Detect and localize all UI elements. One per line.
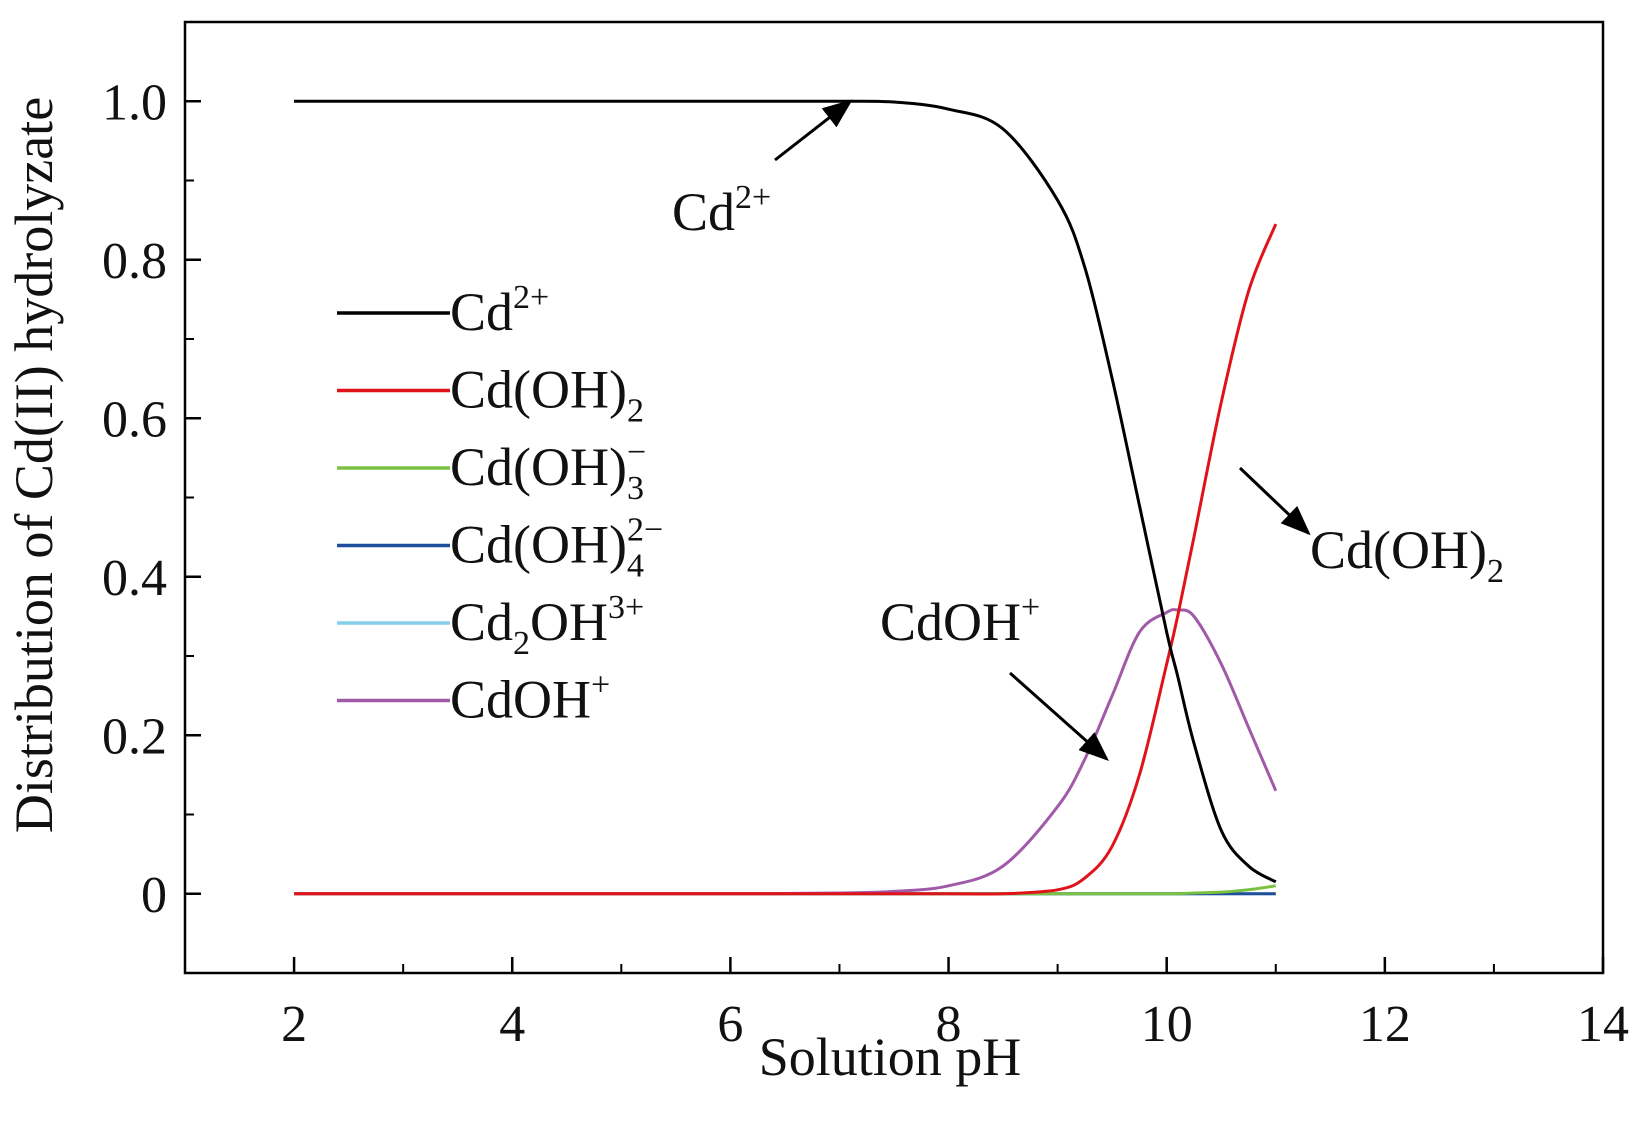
legend-item: Cd(OH)42− — [337, 512, 663, 585]
formula-superscript: − — [627, 434, 646, 471]
formula-base: Cd(OH) — [450, 515, 627, 575]
annotation: CdOH+ — [880, 589, 1109, 762]
series-line-1 — [294, 223, 1278, 896]
x-tick-label: 10 — [1141, 996, 1193, 1053]
formula-superscript: 2+ — [735, 179, 771, 216]
y-tick-label: 0 — [141, 867, 167, 924]
legend-label: CdOH+ — [450, 667, 610, 730]
x-tick-label: 2 — [281, 996, 307, 1053]
x-axis: 2 4 6 8 10 12 14 — [184, 957, 1629, 1053]
annotation-arrow — [774, 99, 853, 162]
legend-label: Cd(OH)3− — [450, 434, 646, 507]
series-line-0 — [294, 99, 1277, 884]
formula-base: Cd — [450, 282, 513, 342]
formula-base: Cd(OH) — [450, 437, 627, 497]
formula-subscript: 4 — [627, 548, 644, 585]
y-tick-label: 1.0 — [102, 74, 167, 131]
y-tick-label: 0.4 — [102, 550, 167, 607]
annotation-label: Cd2+ — [672, 179, 771, 242]
plot-border — [183, 20, 1605, 975]
formula-base: Cd(OH) — [1310, 520, 1487, 580]
legend-item: Cd(OH)3− — [337, 434, 646, 507]
plot-area — [183, 20, 1605, 975]
formula-base: CdOH — [450, 670, 591, 730]
y-tick-label: 0.2 — [102, 708, 167, 765]
x-tick-label: 4 — [499, 996, 525, 1053]
legend-label: Cd(OH)2 — [450, 360, 644, 430]
formula-base: CdOH — [880, 592, 1021, 652]
formula-superscript: 2− — [627, 512, 663, 549]
annotation: Cd2+ — [672, 99, 853, 242]
x-tick-label: 6 — [717, 996, 743, 1053]
formula-base: Cd(OH) — [450, 360, 627, 420]
x-axis-title: Solution pH — [759, 1027, 1022, 1087]
formula-subscript: 3 — [627, 470, 644, 507]
legend-item: Cd2+ — [337, 279, 549, 342]
legend-item: Cd(OH)2 — [337, 360, 644, 430]
formula-superscript: + — [1021, 589, 1040, 626]
series-lines — [294, 99, 1278, 896]
annotation-arrow — [1009, 671, 1109, 762]
legend: Cd2+Cd(OH)2Cd(OH)3−Cd(OH)42−Cd2OH3+CdOH+ — [337, 279, 663, 730]
annotation-label: Cd(OH)2 — [1310, 520, 1504, 590]
formula-superscript: 2+ — [513, 279, 549, 316]
formula-base: Cd — [672, 182, 735, 242]
y-axis: 0 0.2 0.4 0.6 0.8 1.0 — [102, 21, 201, 974]
y-tick-label: 0.8 — [102, 233, 167, 290]
annotation-label: CdOH+ — [880, 589, 1040, 652]
formula-subscript: 2 — [513, 625, 530, 662]
series-line-5 — [294, 608, 1278, 896]
formula-subscript: 2 — [1487, 553, 1504, 590]
x-tick-label: 8 — [936, 996, 962, 1053]
formula-superscript: 3+ — [608, 589, 644, 626]
legend-item: Cd2OH3+ — [337, 589, 644, 662]
legend-label: Cd2+ — [450, 279, 549, 342]
formula-superscript: + — [591, 667, 610, 704]
formula-base: Cd — [450, 592, 513, 652]
x-tick-label: 14 — [1577, 996, 1629, 1053]
legend-label: Cd2OH3+ — [450, 589, 644, 662]
x-tick-label: 12 — [1359, 996, 1411, 1053]
y-axis-title: Distribution of Cd(II) hydrolyzate — [4, 97, 64, 833]
annotation-arrow — [1238, 466, 1311, 536]
legend-item: CdOH+ — [337, 667, 610, 730]
y-tick-label: 0.6 — [102, 391, 167, 448]
annotation: Cd(OH)2 — [1238, 466, 1504, 590]
formula-subscript: 2 — [627, 393, 644, 430]
legend-label: Cd(OH)42− — [450, 512, 663, 585]
formula-base-2: OH — [530, 592, 608, 652]
